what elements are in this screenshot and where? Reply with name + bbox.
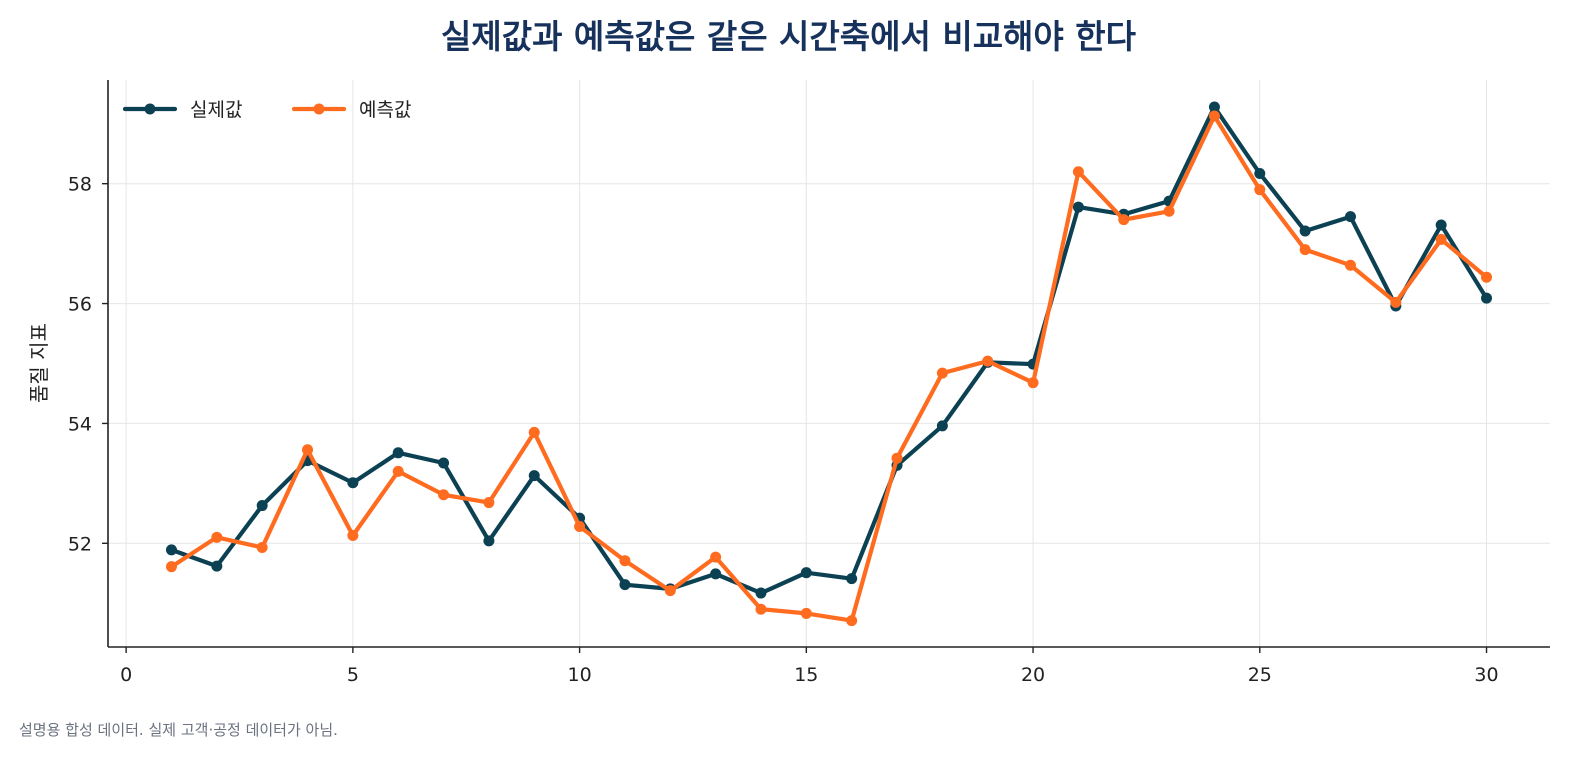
chart-title: 실제값과 예측값은 같은 시간축에서 비교해야 한다 [440,17,1136,56]
y-tick-label: 52 [68,533,92,555]
data-point-s1-2 [211,560,223,572]
data-point-s2-17 [891,452,903,464]
x-tick-label: 20 [1021,664,1045,686]
data-point-s1-24 [1208,101,1220,113]
data-point-s2-26 [1299,244,1311,256]
data-point-s1-30 [1481,292,1493,304]
y-tick-label: 56 [68,294,92,316]
data-point-s2-19 [982,355,994,367]
legend-entry-1: 실제값 [190,99,242,121]
data-point-s2-18 [936,367,948,379]
data-point-s1-8 [483,535,495,547]
data-point-s1-14 [755,587,767,599]
data-point-s1-27 [1344,211,1356,223]
axes [107,80,1550,648]
data-point-s1-11 [619,579,631,591]
data-point-s2-9 [528,426,540,438]
data-point-s1-25 [1254,168,1266,180]
data-point-s1-18 [936,420,948,432]
data-point-s2-6 [392,465,404,477]
x-tick-label: 25 [1248,664,1272,686]
x-tick-label: 30 [1474,664,1498,686]
data-point-s2-7 [438,489,450,501]
data-point-s2-8 [483,497,495,509]
data-point-s2-11 [619,555,631,567]
legend-entry-2: 예측값 [359,99,411,121]
x-ticks: 0 5 10 15 20 25 30 [120,647,1499,686]
data-point-s1-16 [846,573,858,585]
data-point-s1-7 [438,457,450,469]
data-point-s1-21 [1072,201,1084,213]
series-line-2 [169,113,1489,623]
x-tick-label: 10 [568,664,592,686]
data-point-s2-22 [1118,214,1130,226]
data-point-s1-13 [710,568,722,580]
data-point-s1-29 [1435,219,1447,231]
series-line-1 [169,104,1489,596]
data-point-s2-14 [755,603,767,615]
data-point-s2-24 [1208,110,1220,122]
data-point-s2-1 [165,561,177,573]
legend: 실제값 예측값 [122,99,411,121]
y-axis-label: 품질 지표 [27,323,51,403]
data-point-s2-30 [1481,271,1493,283]
legend-swatch-marker [313,103,325,115]
x-tick-label: 0 [120,664,132,686]
footnote: 설명용 합성 데이터. 실제 고객·공정 데이터가 아님. [19,721,338,739]
data-point-s2-4 [302,444,314,456]
series-group [165,101,1493,627]
data-point-s2-23 [1163,205,1175,217]
data-point-s2-25 [1254,184,1266,196]
x-tick-label: 5 [347,664,359,686]
data-point-s2-12 [664,585,676,597]
grid [108,80,1550,647]
data-point-s1-3 [256,500,268,512]
data-point-s2-29 [1435,233,1447,245]
y-ticks: 52 54 56 58 [68,174,108,555]
data-point-s2-2 [211,531,223,543]
legend-swatch-marker [144,103,156,115]
data-point-s1-26 [1299,225,1311,237]
data-point-s2-3 [256,542,268,554]
data-point-s2-27 [1344,259,1356,271]
x-tick-label: 15 [794,664,818,686]
y-tick-label: 58 [68,174,92,196]
data-point-s2-21 [1072,166,1084,178]
data-point-s1-1 [165,544,177,556]
data-point-s1-15 [800,567,812,579]
data-point-s2-10 [574,521,586,533]
data-point-s2-16 [846,615,858,627]
data-point-s2-5 [347,530,359,542]
data-point-s1-5 [347,477,359,489]
data-point-s1-9 [528,470,540,482]
y-tick-label: 54 [68,413,92,435]
data-point-s2-15 [800,607,812,619]
data-point-s2-28 [1390,296,1402,308]
data-point-s1-6 [392,447,404,459]
data-point-s2-13 [710,551,722,563]
data-point-s2-20 [1027,377,1039,389]
